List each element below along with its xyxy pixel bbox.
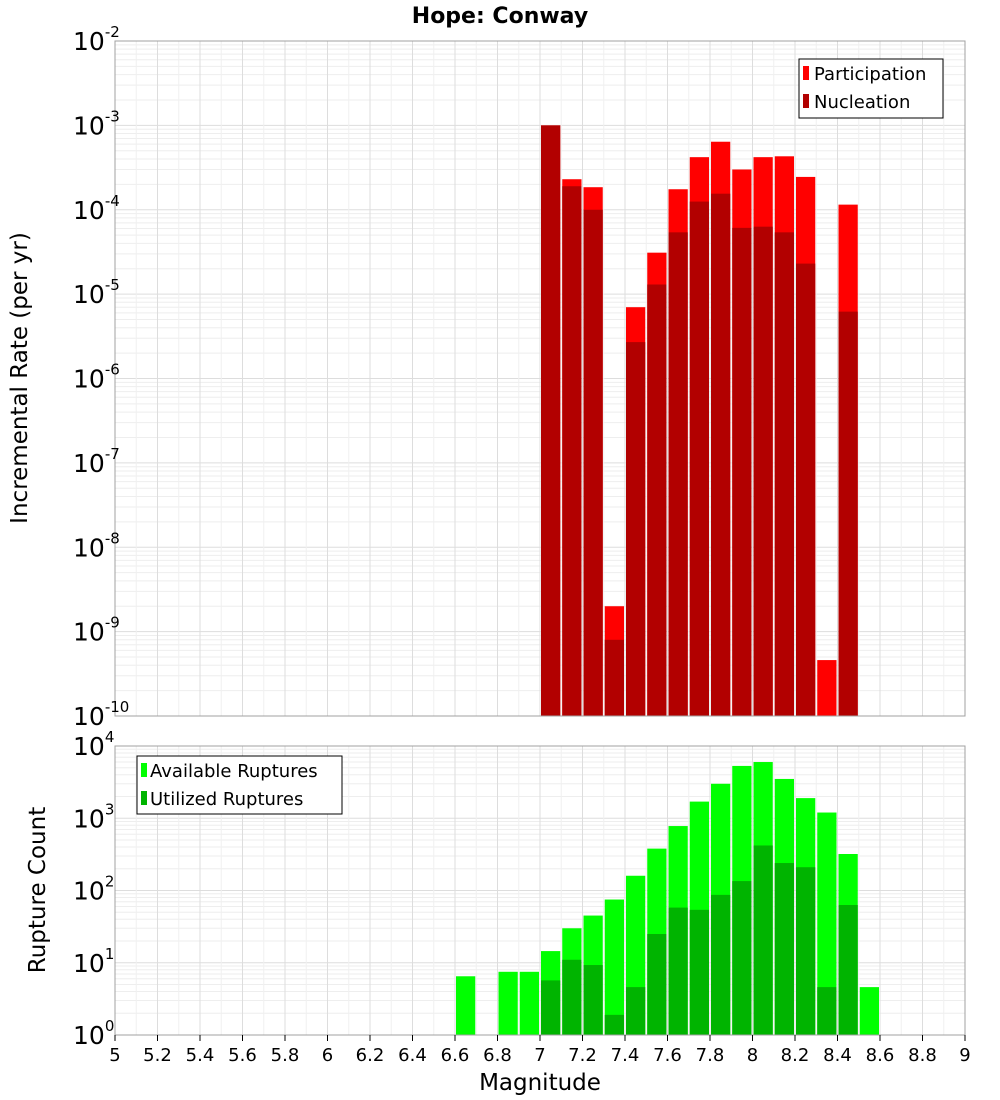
rate-bars [541, 125, 858, 717]
count-bar-utilized-ruptures-7.25 [583, 965, 603, 1035]
count-legend: Available Ruptures Utilized Ruptures [136, 755, 343, 815]
x-axis-label: Magnitude [479, 1070, 601, 1096]
rate-y-tick-label: 10-8 [73, 529, 120, 562]
legend-swatch-participation [803, 66, 809, 80]
count-y-tick-label: 104 [73, 728, 114, 761]
rate-bar-participation-8.35 [817, 660, 837, 716]
count-bar-utilized-ruptures-7.95 [732, 881, 752, 1035]
rate-legend: Participation Nucleation [798, 58, 944, 119]
rate-bar-nucleation-8.05 [753, 226, 773, 716]
count-bar-utilized-ruptures-7.85 [711, 894, 731, 1035]
x-tick-label: 8.2 [781, 1045, 810, 1066]
rate-y-tick-label: 10-10 [73, 698, 129, 731]
x-tick-label: 9 [959, 1045, 970, 1066]
rate-gridlines [114, 40, 966, 717]
rate-bar-nucleation-7.95 [732, 227, 752, 716]
rate-bar-nucleation-7.05 [541, 125, 561, 716]
count-y-tick-label: 100 [73, 1017, 114, 1050]
count-bar-utilized-ruptures-7.75 [689, 909, 709, 1035]
count-bar-available-ruptures-6.65 [456, 976, 476, 1035]
chart-title: Hope: Conway [412, 4, 588, 29]
legend-label-utilized: Utilized Ruptures [150, 789, 303, 810]
count-bar-available-ruptures-8.35 [817, 812, 837, 1035]
rate-y-tick-label: 10-3 [73, 107, 120, 140]
rate-y-ticks: 10-10 10-9 10-8 10-7 10-6 10-5 10-4 10-3 10-2 [73, 23, 129, 731]
rate-bar-nucleation-7.15 [562, 186, 582, 716]
count-bar-utilized-ruptures-8.45 [838, 904, 858, 1035]
count-bar-utilized-ruptures-8.05 [753, 845, 773, 1035]
x-tick-label: 6.2 [356, 1045, 385, 1066]
legend-label-nucleation: Nucleation [814, 92, 910, 113]
rate-panel: 10-10 10-9 10-8 10-7 10-6 10-5 10-4 10-3 10-2 In… [7, 23, 966, 731]
count-y-ticks: 100 101 102 103 104 [73, 728, 114, 1050]
count-bar-available-ruptures-8.55 [859, 987, 879, 1035]
rate-bar-nucleation-7.65 [668, 232, 688, 716]
count-bar-utilized-ruptures-8.15 [774, 863, 794, 1035]
count-y-axis-label: Rupture Count [25, 807, 51, 973]
legend-swatch-nucleation [803, 94, 809, 108]
x-tick-label: 7.2 [568, 1045, 597, 1066]
count-bar-utilized-ruptures-7.35 [604, 1014, 624, 1035]
rate-bar-nucleation-7.55 [647, 284, 667, 716]
x-tick-label: 5.6 [228, 1045, 257, 1066]
rate-legend-box [798, 58, 944, 119]
count-y-tick-label: 102 [73, 873, 114, 906]
count-legend-box [136, 755, 343, 815]
rate-bar-nucleation-8.25 [796, 263, 816, 716]
count-panel: 100 101 102 103 104 5 5.2 5.4 5.6 5.8 6 6.2 6.4 6.6 6… [25, 728, 971, 1096]
rate-y-tick-label: 10-9 [73, 614, 120, 647]
rate-bar-nucleation-7.25 [583, 209, 603, 716]
rate-plot-frame [114, 40, 966, 717]
legend-label-participation: Participation [814, 64, 926, 85]
rate-y-tick-label: 10-6 [73, 361, 120, 394]
count-bar-available-ruptures-6.95 [519, 971, 539, 1035]
count-bar-available-ruptures-7.35 [604, 899, 624, 1035]
x-tick-label: 6 [322, 1045, 333, 1066]
rate-y-tick-label: 10-4 [73, 192, 120, 225]
count-bar-utilized-ruptures-7.05 [541, 980, 561, 1035]
x-tick-label: 7 [534, 1045, 545, 1066]
x-tick-label: 8.4 [823, 1045, 852, 1066]
count-bars [456, 762, 879, 1035]
x-tick-label: 7.4 [611, 1045, 640, 1066]
x-tick-label: 8.6 [866, 1045, 895, 1066]
legend-label-available: Available Ruptures [150, 761, 318, 782]
count-bar-utilized-ruptures-7.55 [647, 933, 667, 1035]
rate-bar-nucleation-7.35 [604, 639, 624, 716]
count-bar-utilized-ruptures-7.65 [668, 907, 688, 1035]
magnitude-x-ticks: 5 5.2 5.4 5.6 5.8 6 6.2 6.4 6.6 6.8 7 7.2 7.4 7.6 7.8 8… [109, 1035, 971, 1066]
x-tick-label: 7.6 [653, 1045, 682, 1066]
count-bar-utilized-ruptures-8.25 [796, 867, 816, 1035]
count-bar-utilized-ruptures-7.15 [562, 959, 582, 1035]
x-tick-label: 5.8 [271, 1045, 300, 1066]
rate-bar-nucleation-7.75 [689, 201, 709, 716]
x-tick-label: 5 [109, 1045, 120, 1066]
rate-y-tick-label: 10-2 [73, 23, 120, 56]
x-tick-label: 6.8 [483, 1045, 512, 1066]
x-tick-label: 7.8 [696, 1045, 725, 1066]
rate-bar-nucleation-8.15 [774, 232, 794, 716]
x-tick-label: 6.6 [441, 1045, 470, 1066]
x-tick-label: 8.8 [908, 1045, 937, 1066]
legend-swatch-available [141, 763, 147, 777]
count-bar-available-ruptures-6.85 [498, 971, 518, 1035]
rate-y-tick-label: 10-7 [73, 445, 120, 478]
rate-bar-nucleation-7.45 [626, 342, 646, 716]
count-y-tick-label: 103 [73, 800, 114, 833]
x-tick-label: 8 [747, 1045, 758, 1066]
rate-y-tick-label: 10-5 [73, 276, 120, 309]
x-tick-label: 5.2 [143, 1045, 172, 1066]
rate-y-axis-label: Incremental Rate (per yr) [7, 232, 33, 524]
rate-bar-nucleation-8.45 [838, 311, 858, 716]
count-bar-utilized-ruptures-8.35 [817, 987, 837, 1035]
x-tick-label: 5.4 [186, 1045, 215, 1066]
x-tick-label: 6.4 [398, 1045, 427, 1066]
count-y-tick-label: 101 [73, 945, 114, 978]
count-bar-utilized-ruptures-7.45 [626, 987, 646, 1035]
rate-bar-nucleation-7.85 [711, 193, 731, 716]
legend-swatch-utilized [141, 791, 147, 805]
